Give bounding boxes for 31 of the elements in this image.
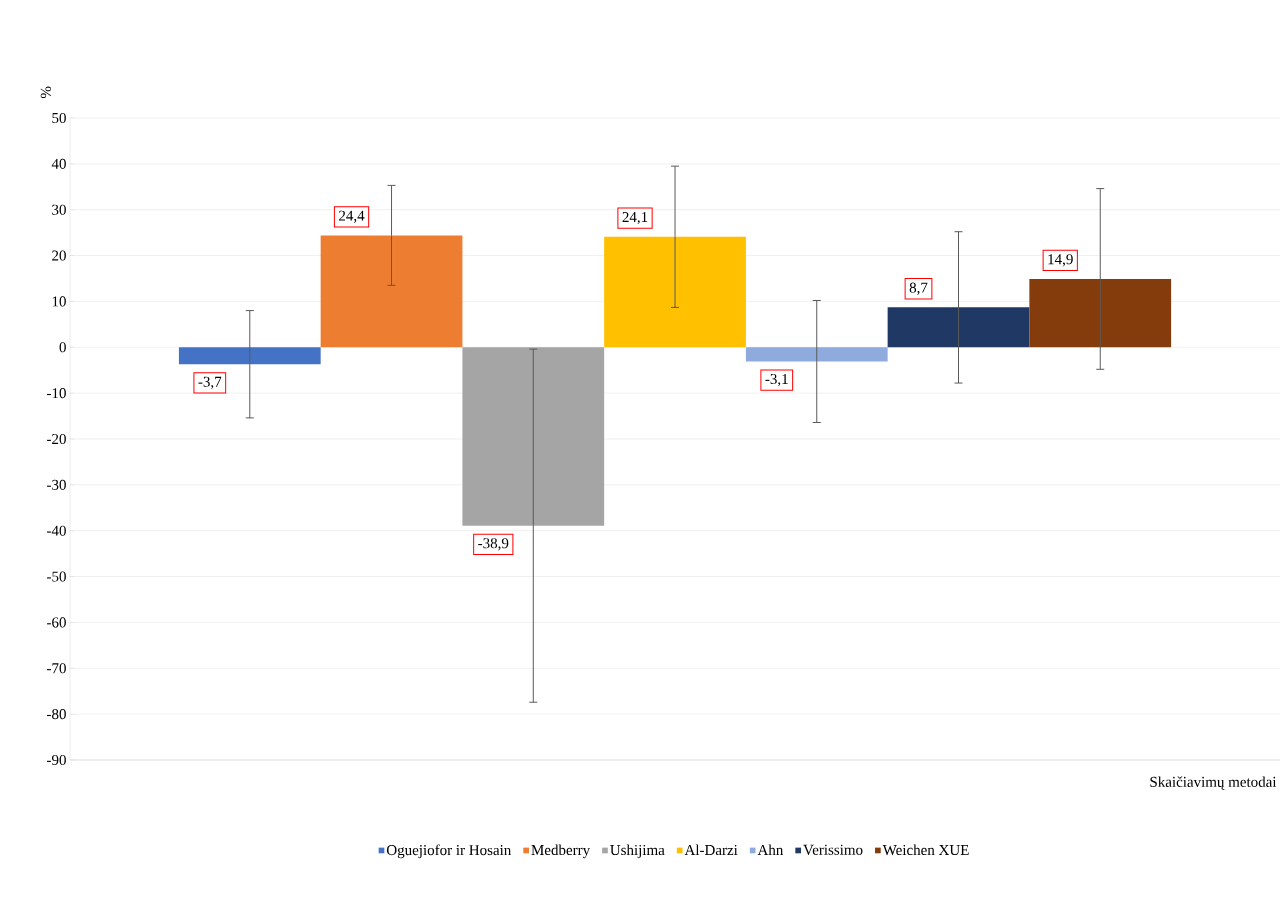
y-tick-label: -70 [47,663,66,674]
y-tick-label: 0 [59,342,66,353]
legend-label: Medberry [531,844,591,859]
data-label: -38,9 [478,538,509,551]
legend-label: Oguejiofor ir Hosain [386,844,512,859]
data-label: 8,7 [909,282,928,295]
y-tick-label: 30 [52,204,66,215]
y-tick-label: 50 [52,112,66,124]
y-tick-label: -90 [47,754,66,766]
data-label: -3,7 [198,376,222,389]
data-label: -3,1 [765,373,788,387]
y-tick-label: 20 [52,250,66,261]
y-tick-label: -60 [47,617,66,628]
data-label: 24,4 [339,210,365,223]
legend-label: Weichen XUE [882,844,969,856]
legend-label: Al-Darzi [684,844,738,856]
x-axis-title: Skaičiavimų metodai [1150,776,1277,790]
y-tick-label: -20 [47,433,66,445]
y-tick-label: 10 [52,296,66,307]
legend-label: Ushijima [610,844,665,859]
data-label: 14,9 [1048,254,1073,267]
y-tick-label: -50 [47,571,66,582]
y-axis-title: % [40,86,51,99]
y-tick-label: -30 [47,479,66,490]
y-tick-label: 40 [51,158,66,169]
y-tick-label: -40 [47,525,66,536]
y-tick-label: -10 [47,388,66,399]
y-tick-label: -80 [47,709,66,720]
legend-label: Verissimo [803,844,863,855]
legend-label: Ahn [757,844,784,855]
data-label: 24,1 [622,212,648,225]
